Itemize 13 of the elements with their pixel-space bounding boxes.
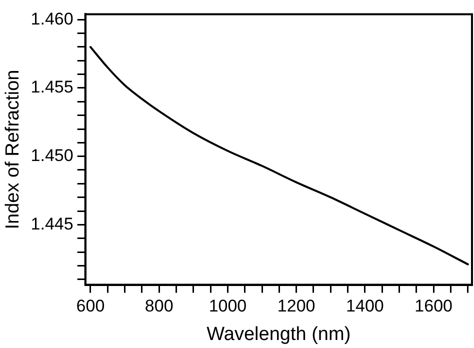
x-tick-label: 1000 [208,296,247,316]
x-axis-title: Wavelength (nm) [206,324,351,345]
y-tick-label: 1.445 [30,214,74,234]
x-tick-label: 1200 [277,296,316,316]
x-tick-label: 1400 [346,296,384,316]
y-tick-label: 1.460 [30,9,74,28]
line-series [89,46,469,266]
x-tick-label: 1600 [414,296,452,316]
y-tick-label: 1.455 [30,78,74,97]
x-tick-label: 600 [76,296,105,316]
y-tick-label: 1.450 [30,146,74,166]
y-axis-title: Index of Refraction [2,70,24,230]
x-tick-label: 800 [144,296,174,316]
